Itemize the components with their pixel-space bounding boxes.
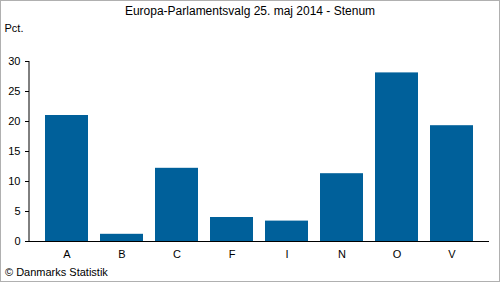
html-text:Europa-Parlamentsvalg 25. maj: Europa-Parlamentsvalg 25. maj 2014 - Ste… bbox=[124, 4, 376, 18]
html-text:© Danmarks Statistik: © Danmarks Statistik bbox=[5, 266, 108, 278]
svg-text:25: 25 bbox=[8, 85, 20, 97]
svg-text:0: 0 bbox=[14, 235, 20, 247]
svg-text:I: I bbox=[285, 248, 288, 260]
svg-text:N: N bbox=[338, 248, 346, 260]
svg-text:20: 20 bbox=[8, 115, 20, 127]
svg-text:10: 10 bbox=[8, 175, 20, 187]
svg-text:Pct.: Pct. bbox=[5, 22, 24, 34]
svg-text:B: B bbox=[118, 248, 125, 260]
svg-text:A: A bbox=[63, 248, 71, 260]
svg-text:5: 5 bbox=[14, 205, 20, 217]
svg-text:O: O bbox=[393, 248, 402, 260]
svg-text:V: V bbox=[448, 248, 456, 260]
svg-text:F: F bbox=[229, 248, 236, 260]
svg-text:30: 30 bbox=[8, 55, 20, 67]
svg-text:15: 15 bbox=[8, 145, 20, 157]
svg-text:C: C bbox=[173, 248, 181, 260]
